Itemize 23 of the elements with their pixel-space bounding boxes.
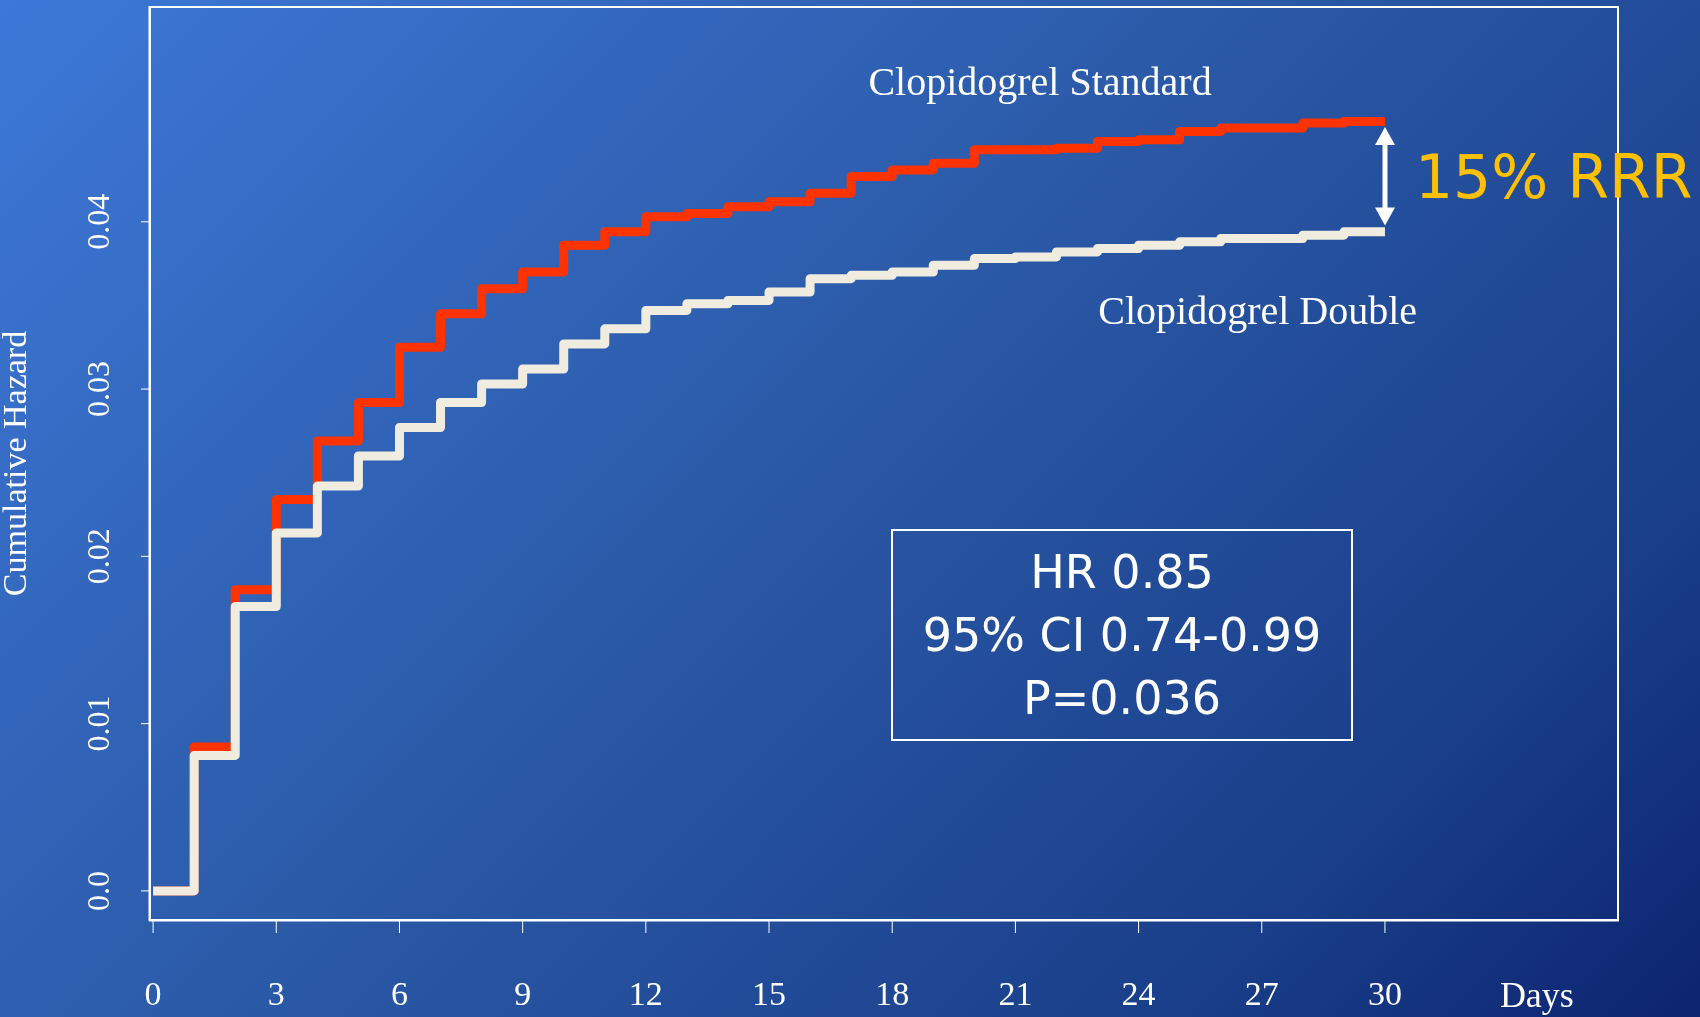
- x-axis-title: Days: [1499, 974, 1574, 1016]
- annotation: P=0.036: [1023, 669, 1221, 727]
- x-tick-label: 27: [1244, 975, 1279, 1013]
- y-tick-label: 0.04: [80, 193, 116, 250]
- x-tick-label: 15: [752, 975, 787, 1013]
- y-axis-title: Cumulative Hazard: [0, 330, 34, 597]
- y-tick-label: 0.02: [80, 528, 116, 585]
- x-tick-label: 6: [390, 975, 408, 1013]
- x-tick-label: 30: [1367, 975, 1402, 1013]
- series-label: Clopidogrel Double: [1098, 286, 1418, 334]
- x-tick-label: 3: [267, 975, 285, 1013]
- annotation: 95% CI 0.74-0.99: [922, 606, 1322, 664]
- x-tick-label: 18: [875, 975, 910, 1013]
- x-tick-label: 12: [628, 975, 663, 1013]
- y-tick-label: 0.01: [80, 695, 116, 752]
- x-tick-label: 24: [1121, 975, 1156, 1013]
- y-tick-label: 0.0: [80, 870, 116, 911]
- series-label: Clopidogrel Standard: [868, 57, 1212, 105]
- x-tick-label: 0: [144, 975, 162, 1013]
- x-tick-label: 9: [514, 975, 532, 1013]
- y-tick-label: 0.03: [80, 361, 116, 418]
- x-tick-label: 21: [998, 975, 1033, 1013]
- annotation: HR 0.85: [1030, 543, 1214, 601]
